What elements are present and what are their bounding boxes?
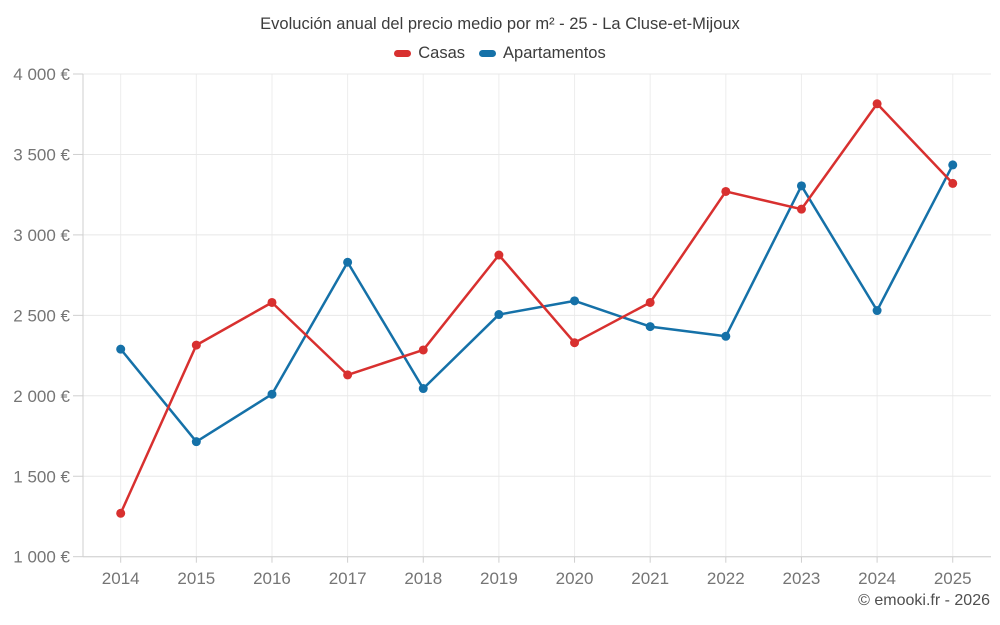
casas-point-2022[interactable]	[721, 186, 731, 196]
casas-point-2024[interactable]	[872, 99, 882, 109]
x-axis-label: 2018	[404, 569, 442, 588]
casas-series-swatch-icon	[394, 49, 412, 57]
chart-legend: Casas Apartamentos	[0, 42, 1000, 64]
x-axis-label: 2015	[177, 569, 215, 588]
apartamentos-point-2014[interactable]	[116, 344, 126, 354]
legend-item-apartamentos[interactable]: Apartamentos	[479, 44, 606, 63]
y-axis-label: 3 000 €	[13, 226, 70, 245]
casas-point-2019[interactable]	[494, 250, 504, 260]
apartamentos-point-2015[interactable]	[191, 437, 201, 447]
casas-point-2017[interactable]	[343, 370, 353, 380]
watermark: © emooki.fr - 2026	[858, 592, 990, 609]
casas-point-2014[interactable]	[116, 508, 126, 518]
y-axis-label: 3 500 €	[13, 145, 70, 164]
x-axis-label: 2014	[102, 569, 140, 588]
apartamentos-point-2025[interactable]	[948, 160, 958, 170]
x-axis-label: 2017	[329, 569, 367, 588]
apartamentos-point-2022[interactable]	[721, 331, 731, 341]
casas-point-2025[interactable]	[948, 178, 958, 188]
apartamentos-point-2019[interactable]	[494, 310, 504, 320]
x-axis-label: 2020	[556, 569, 594, 588]
x-axis-label: 2024	[858, 569, 896, 588]
legend-label-casas: Casas	[418, 43, 466, 62]
x-axis-label: 2022	[707, 569, 745, 588]
apartamentos-point-2024[interactable]	[872, 306, 882, 316]
apartamentos-point-2016[interactable]	[267, 389, 277, 399]
casas-point-2018[interactable]	[418, 345, 428, 355]
apartamentos-point-2021[interactable]	[645, 322, 655, 332]
y-axis-label: 2 500 €	[13, 306, 70, 325]
apartamentos-point-2020[interactable]	[570, 296, 580, 306]
apartamentos-point-2017[interactable]	[343, 257, 353, 267]
y-axis-label: 1 000 €	[13, 548, 70, 567]
apartamentos-point-2023[interactable]	[796, 181, 806, 191]
x-axis-label: 2016	[253, 569, 291, 588]
x-axis-label: 2021	[631, 569, 669, 588]
apartamentos-series-swatch-icon	[479, 49, 497, 57]
y-axis-label: 4 000 €	[13, 65, 70, 84]
legend-item-casas[interactable]: Casas	[394, 44, 465, 63]
casas-point-2021[interactable]	[645, 297, 655, 307]
casas-point-2015[interactable]	[191, 340, 201, 350]
chart-title: Evolución anual del precio medio por m² …	[260, 15, 740, 33]
casas-line	[119, 102, 954, 515]
x-axis-label: 2019	[480, 569, 518, 588]
y-axis-label: 1 500 €	[13, 467, 70, 486]
y-axis-label: 2 000 €	[13, 387, 70, 406]
casas-point-2023[interactable]	[796, 204, 806, 214]
casas-point-2016[interactable]	[267, 297, 277, 307]
x-axis-label: 2023	[783, 569, 821, 588]
apartamentos-point-2018[interactable]	[418, 384, 428, 394]
apartamentos-line	[119, 163, 954, 443]
x-axis-label: 2025	[934, 569, 972, 588]
casas-point-2020[interactable]	[570, 338, 580, 348]
legend-label-apartamentos: Apartamentos	[503, 43, 606, 62]
